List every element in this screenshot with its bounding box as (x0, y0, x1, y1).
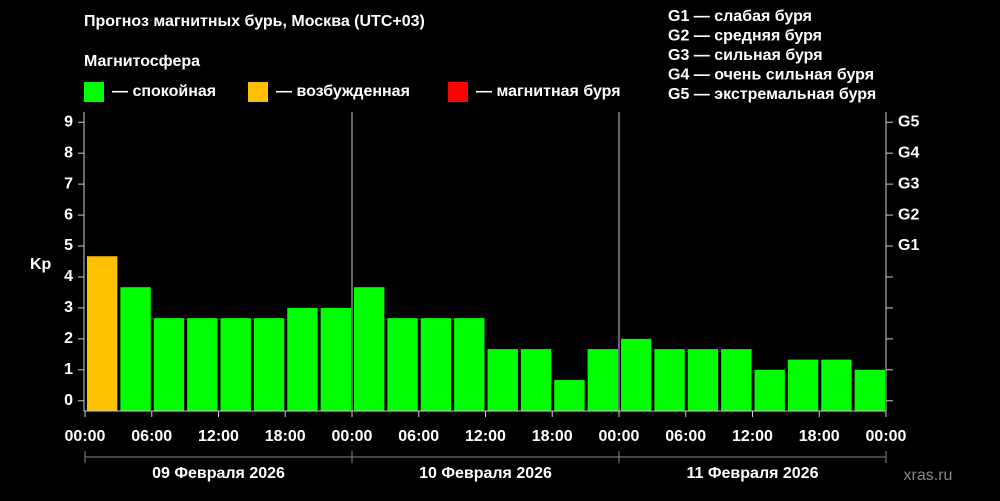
bar (454, 318, 485, 411)
bar (587, 349, 618, 411)
day-label: 10 Февраля 2026 (419, 465, 552, 482)
bar (120, 287, 151, 411)
scale-legend-item: G5 — экстремальная буря (668, 86, 876, 103)
bar (621, 338, 652, 411)
y2-tick-label: G3 (898, 175, 919, 192)
y-tick-label: 1 (64, 361, 73, 378)
bar (854, 369, 885, 411)
bar (654, 349, 685, 411)
x-tick-label: 06:00 (398, 428, 439, 445)
x-tick-label: 06:00 (665, 428, 706, 445)
legend-title: Магнитосфера (84, 53, 200, 70)
x-tick-label: 12:00 (198, 428, 239, 445)
bar (787, 359, 819, 411)
legend-label: — спокойная (112, 83, 216, 100)
bar (287, 307, 318, 411)
legend-swatch (84, 82, 104, 102)
x-tick-label: 12:00 (465, 428, 506, 445)
y-tick-label: 8 (64, 144, 73, 161)
y-tick-label: 4 (64, 268, 73, 285)
x-tick-label: 12:00 (732, 428, 773, 445)
y-tick-label: 7 (64, 175, 73, 192)
y-tick-label: 9 (64, 113, 73, 130)
day-label: 09 Февраля 2026 (152, 465, 285, 482)
bar (253, 318, 285, 411)
x-tick-label: 18:00 (532, 428, 573, 445)
y-tick-label: 5 (64, 237, 73, 254)
x-tick-label: 18:00 (265, 428, 306, 445)
legend-label: — возбужденная (276, 83, 410, 100)
bar (320, 307, 351, 411)
y2-tick-label: G4 (898, 144, 919, 161)
bar (554, 380, 585, 411)
bar (187, 318, 218, 411)
scale-legend-item: G4 — очень сильная буря (668, 67, 874, 84)
x-tick-label: 06:00 (131, 428, 172, 445)
watermark: xras.ru (904, 467, 953, 484)
y-tick-label: 6 (64, 206, 73, 223)
bar (520, 349, 552, 411)
chart-title: Прогноз магнитных бурь, Москва (UTC+03) (84, 13, 425, 30)
y-axis-label: Kp (30, 256, 52, 273)
bar (354, 287, 385, 411)
bar (687, 349, 719, 411)
x-tick-label: 00:00 (332, 428, 373, 445)
x-tick-label: 18:00 (799, 428, 840, 445)
x-tick-label: 00:00 (599, 428, 640, 445)
x-tick-label: 00:00 (65, 428, 106, 445)
bar (487, 349, 518, 411)
legend-swatch (448, 82, 468, 102)
y-tick-label: 2 (64, 330, 73, 347)
legend-label: — магнитная буря (476, 83, 621, 100)
bar (721, 349, 752, 411)
y2-tick-label: G5 (898, 113, 919, 130)
bar (387, 318, 418, 411)
y-tick-label: 0 (64, 392, 73, 409)
bar (87, 256, 118, 411)
scale-legend-item: G2 — средняя буря (668, 28, 822, 45)
legend-swatch (248, 82, 268, 102)
y2-tick-label: G1 (898, 237, 919, 254)
bar (754, 369, 785, 411)
x-tick-label: 00:00 (866, 428, 907, 445)
scale-legend-item: G1 — слабая буря (668, 8, 812, 25)
y-tick-label: 3 (64, 299, 73, 316)
bar (821, 359, 852, 411)
bar (153, 318, 185, 411)
y2-tick-label: G2 (898, 206, 919, 223)
bar (220, 318, 251, 411)
scale-legend-item: G3 — сильная буря (668, 47, 823, 64)
day-label: 11 Февраля 2026 (687, 465, 819, 482)
bar (420, 318, 452, 411)
